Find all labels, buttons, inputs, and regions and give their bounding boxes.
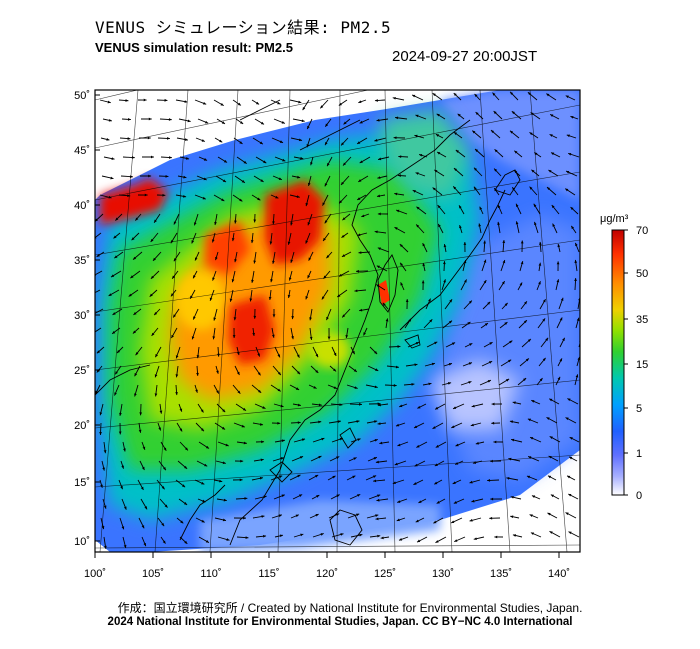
longitude-label: 125˚ [374, 568, 396, 580]
latitude-labels: 50˚ 45˚ 40˚ 35˚ 30˚ 25˚ 20˚ 15˚ 10˚ [74, 90, 90, 548]
map-frame [94, 89, 581, 553]
colorbar-labels: 70 50 35 15 5 1 0 [624, 225, 648, 502]
longitude-labels: 100˚ 105˚ 110˚ 115˚ 120˚ 125˚ 130˚ 135˚ 140˚ [84, 568, 570, 580]
longitude-label: 120˚ [316, 568, 338, 580]
longitude-label: 130˚ [432, 568, 454, 580]
colorbar-label: 50 [636, 268, 648, 280]
colorbar-unit: μg/m³ [600, 213, 629, 225]
longitude-label: 100˚ [84, 568, 106, 580]
axis-ticks [94, 94, 560, 558]
title-japanese: VENUS シミュレーション結果: PM2.5 [95, 18, 392, 37]
latitude-label: 40˚ [74, 200, 90, 212]
longitude-label: 135˚ [490, 568, 512, 580]
colorbar-label: 15 [636, 359, 648, 371]
colorbar-label: 1 [636, 448, 642, 460]
timestamp: 2024-09-27 20:00JST [392, 48, 538, 65]
copyright-line: 2024 National Institute for Environmenta… [107, 616, 573, 628]
latitude-label: 20˚ [74, 420, 90, 432]
title-english: VENUS simulation result: PM2.5 [95, 40, 293, 55]
latitude-label: 30˚ [74, 310, 90, 322]
credit-line: 作成：国立環境研究所 / Created by National Institu… [117, 601, 583, 615]
wind-vectors [95, 91, 580, 549]
colorbar-label: 35 [636, 314, 648, 326]
longitude-label: 110˚ [200, 568, 221, 580]
longitude-label: 140˚ [548, 568, 570, 580]
latitude-label: 45˚ [74, 145, 90, 157]
graticule [95, 90, 580, 552]
colorbar-label: 0 [636, 490, 642, 502]
coastlines [95, 99, 521, 546]
latitude-label: 50˚ [74, 90, 90, 102]
longitude-label: 105˚ [142, 568, 164, 580]
longitude-label: 115˚ [258, 568, 279, 580]
colorbar: μg/m³ 70 50 35 15 5 1 0 [600, 213, 648, 502]
colorbar-scale [611, 229, 625, 496]
colorbar-label: 70 [636, 225, 648, 237]
colorbar-label: 5 [636, 403, 642, 415]
latitude-label: 25˚ [74, 365, 90, 377]
latitude-label: 10˚ [74, 536, 90, 548]
latitude-label: 35˚ [74, 255, 90, 267]
latitude-label: 15˚ [74, 477, 90, 489]
